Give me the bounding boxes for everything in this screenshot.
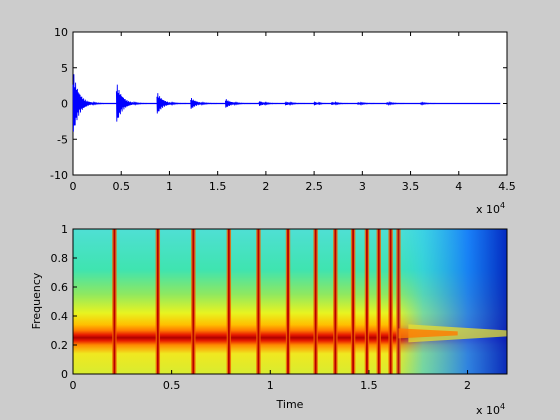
spectrogram-onset-core: [352, 229, 355, 374]
spectrogram-onset-core: [227, 229, 230, 374]
waveform-x-exponent: x 104: [476, 201, 505, 216]
waveform-x-tick-label: 0.5: [112, 180, 130, 193]
spectrogram-onset-core: [377, 229, 380, 374]
waveform-x-tick-label: 3: [359, 180, 366, 193]
spectrogram-high-time-fade: [395, 229, 507, 374]
spectrogram-onset-core: [257, 229, 260, 374]
spectrogram-y-tick-label: 0.6: [51, 281, 69, 294]
waveform-x-tick-label: 2.5: [305, 180, 323, 193]
spectrogram-x-tick-label: 1: [267, 379, 274, 392]
spectrogram-tail-band: [398, 324, 507, 343]
waveform-burst: [284, 101, 315, 106]
spectrogram-x-tick-label: 2: [464, 379, 471, 392]
waveform-y-tick-label: 5: [61, 62, 68, 75]
spectrogram-plot-area: [72, 228, 508, 375]
waveform-y-tick-label: -10: [50, 169, 68, 182]
waveform-burst: [258, 101, 286, 106]
waveform-x-tick-label: 4: [455, 180, 462, 193]
waveform-burst: [156, 93, 188, 114]
waveform-axes: 0 0.5 1 1.5 2 2.5 3 3.5 4 4.5 10 5 0 -5 -10: [50, 26, 516, 193]
waveform-burst: [313, 101, 332, 106]
spectrogram-onset-core: [156, 229, 159, 374]
waveform-y-tick-label: 0: [61, 98, 68, 111]
spectrogram-axes: 0 0.5 1 1.5 2 1 0.8 0.6 0.4 0.2 0: [51, 223, 472, 392]
spectrogram-x-exponent-base: x 10: [476, 404, 500, 417]
waveform-burst: [224, 99, 257, 108]
spectrogram-onset-core: [366, 229, 368, 374]
waveform-y-tick-label: -5: [57, 133, 68, 146]
waveform-x-tick-label: 4.5: [498, 180, 516, 193]
waveform-burst: [385, 100, 418, 107]
spectrogram-x-tick-label: 1.5: [360, 379, 378, 392]
spectrogram-x-tick-label: 0: [70, 379, 77, 392]
spectrogram-y-tick-label: 1: [61, 223, 68, 236]
waveform-burst: [115, 84, 148, 122]
waveform-x-tick-label: 2: [262, 180, 269, 193]
waveform-x-tick-label: 0: [70, 180, 77, 193]
spectrogram-x-exponent: x 104: [476, 402, 505, 417]
waveform-burst: [357, 101, 387, 106]
waveform-burst: [331, 100, 358, 106]
waveform-burst: [72, 74, 105, 132]
spectrogram-y-tick-label: 0: [61, 368, 68, 381]
spectrogram-onset-core: [334, 229, 337, 374]
waveform-x-exponent-base: x 10: [476, 203, 500, 216]
spectrogram-chart: 0 0.5 1 1.5 2 1 0.8 0.6 0.4 0.2 0 Time Frequency x…: [30, 223, 508, 417]
spectrogram-onset-core: [287, 229, 289, 374]
waveform-burst: [419, 101, 450, 106]
waveform-x-exponent-power: 4: [500, 201, 505, 210]
spectrogram-onset-core: [192, 229, 195, 374]
waveform-burst: [190, 97, 222, 109]
spectrogram-y-tick-label: 0.8: [51, 252, 69, 265]
spectrogram-x-label: Time: [276, 398, 304, 411]
waveform-x-tick-label: 3.5: [402, 180, 420, 193]
waveform-y-tick-label: 10: [54, 26, 68, 39]
spectrogram-onset-core: [389, 229, 392, 374]
spectrogram-x-exponent-power: 4: [500, 402, 505, 411]
spectrogram-onset-core: [113, 229, 116, 374]
spectrogram-tail-core: [398, 328, 458, 339]
spectrogram-y-label: Frequency: [30, 272, 43, 329]
waveform-x-tick-label: 1.5: [209, 180, 227, 193]
spectrogram-x-tick-label: 0.5: [163, 379, 181, 392]
waveform-signal: [72, 74, 501, 132]
spectrogram-y-tick-label: 0.4: [51, 310, 69, 323]
spectrogram-onset-core: [314, 229, 317, 374]
waveform-x-tick-label: 1: [166, 180, 173, 193]
spectrogram-onsets: [112, 229, 401, 374]
spectrogram-y-tick-label: 0.2: [51, 339, 69, 352]
